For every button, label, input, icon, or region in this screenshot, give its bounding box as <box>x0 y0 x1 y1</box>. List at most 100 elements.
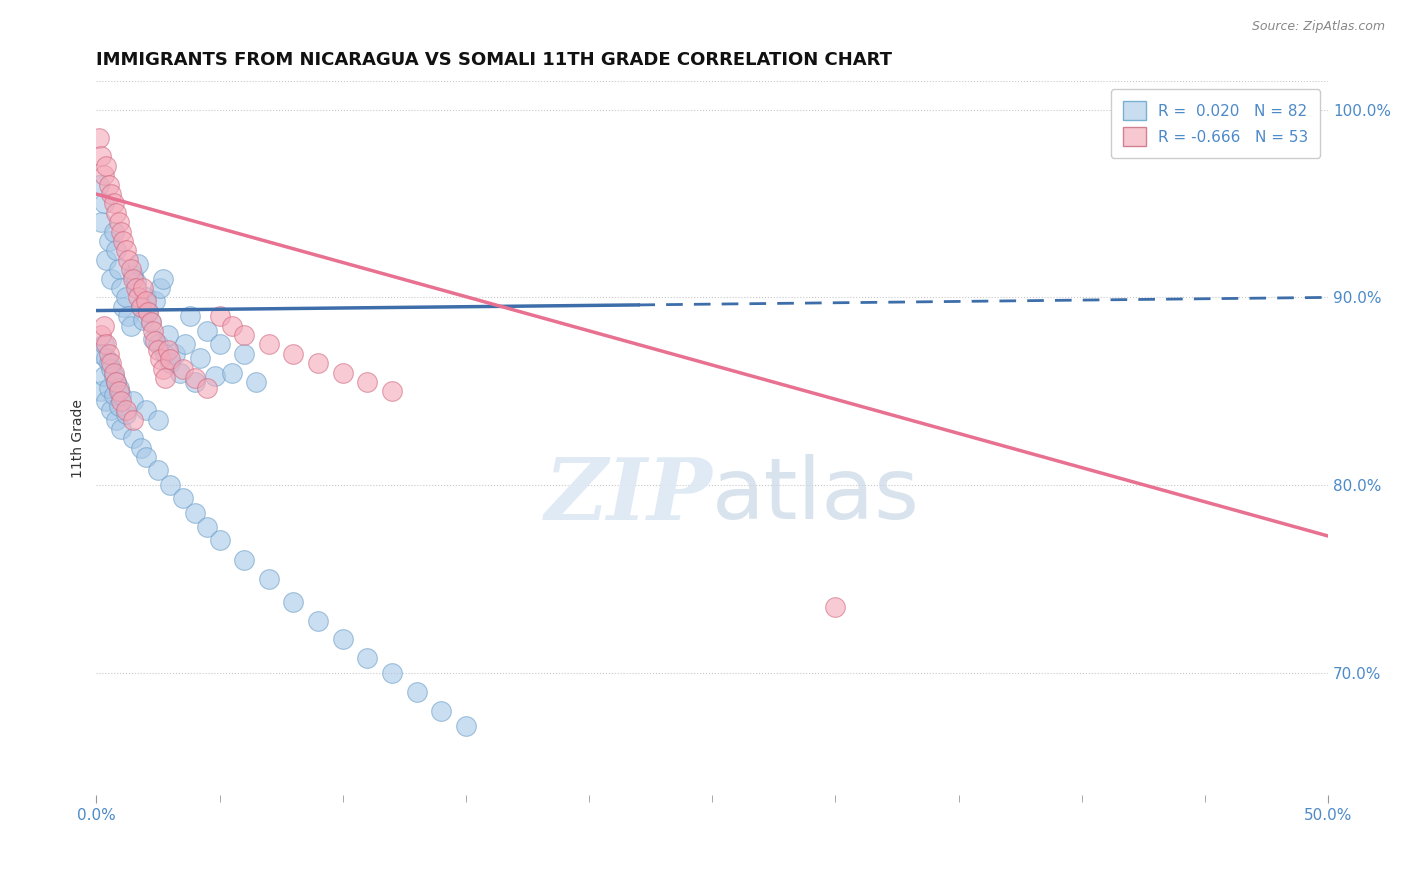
Point <box>142 324 165 338</box>
Point <box>132 313 155 327</box>
Text: ZIP: ZIP <box>544 454 713 537</box>
Point <box>156 343 179 357</box>
Point <box>283 347 305 361</box>
Point <box>122 412 145 426</box>
Point <box>105 375 128 389</box>
Point <box>356 375 378 389</box>
Point <box>152 361 174 376</box>
Point <box>184 375 207 389</box>
Point <box>332 632 354 647</box>
Point <box>129 300 152 314</box>
Point <box>93 369 115 384</box>
Point <box>146 412 169 426</box>
Point <box>184 371 207 385</box>
Point <box>405 685 427 699</box>
Point <box>105 412 128 426</box>
Point <box>195 324 218 338</box>
Point <box>125 281 148 295</box>
Point <box>165 347 187 361</box>
Legend: R =  0.020   N = 82, R = -0.666   N = 53: R = 0.020 N = 82, R = -0.666 N = 53 <box>1111 89 1320 159</box>
Point <box>103 196 125 211</box>
Point <box>107 381 129 395</box>
Point <box>93 169 115 183</box>
Point <box>127 257 149 271</box>
Point <box>381 666 404 681</box>
Point <box>96 337 118 351</box>
Point <box>90 347 112 361</box>
Point <box>149 281 172 295</box>
Point <box>100 271 122 285</box>
Point <box>221 318 243 333</box>
Point <box>103 388 125 402</box>
Point <box>122 268 145 282</box>
Point <box>142 332 165 346</box>
Point <box>135 290 157 304</box>
Point <box>188 351 211 365</box>
Point <box>221 366 243 380</box>
Point <box>146 463 169 477</box>
Point <box>136 303 159 318</box>
Point <box>132 281 155 295</box>
Point <box>454 719 477 733</box>
Point <box>110 225 132 239</box>
Point <box>159 356 181 370</box>
Point <box>112 234 135 248</box>
Point <box>97 178 120 192</box>
Point <box>110 388 132 402</box>
Point <box>100 403 122 417</box>
Point <box>110 422 132 436</box>
Point <box>103 225 125 239</box>
Point <box>90 328 112 343</box>
Point <box>120 262 142 277</box>
Point <box>233 347 256 361</box>
Text: atlas: atlas <box>713 454 921 537</box>
Point <box>152 271 174 285</box>
Point <box>155 347 177 361</box>
Point <box>169 366 191 380</box>
Point <box>117 252 139 267</box>
Point <box>233 328 256 343</box>
Point <box>245 375 267 389</box>
Point <box>332 366 354 380</box>
Point <box>172 361 194 376</box>
Point <box>105 206 128 220</box>
Point <box>90 215 112 229</box>
Point <box>172 491 194 506</box>
Point <box>97 356 120 370</box>
Point <box>257 337 280 351</box>
Point <box>97 381 120 395</box>
Point <box>107 384 129 399</box>
Point <box>139 315 162 329</box>
Point <box>129 441 152 455</box>
Point <box>257 572 280 586</box>
Point <box>103 369 125 384</box>
Point <box>146 343 169 357</box>
Point <box>115 244 138 258</box>
Point <box>107 262 129 277</box>
Point <box>87 178 110 192</box>
Point <box>824 600 846 615</box>
Point <box>145 334 167 348</box>
Point <box>174 337 197 351</box>
Point <box>122 271 145 285</box>
Point <box>103 366 125 380</box>
Point <box>283 595 305 609</box>
Point <box>159 478 181 492</box>
Point <box>107 400 129 414</box>
Point <box>93 318 115 333</box>
Point <box>125 276 148 290</box>
Point <box>145 294 167 309</box>
Point <box>139 315 162 329</box>
Point <box>105 375 128 389</box>
Point <box>96 252 118 267</box>
Point <box>97 234 120 248</box>
Point <box>120 318 142 333</box>
Point <box>184 507 207 521</box>
Point <box>93 196 115 211</box>
Point <box>110 281 132 295</box>
Point <box>136 305 159 319</box>
Point <box>122 393 145 408</box>
Point <box>307 356 329 370</box>
Point <box>135 403 157 417</box>
Point <box>307 614 329 628</box>
